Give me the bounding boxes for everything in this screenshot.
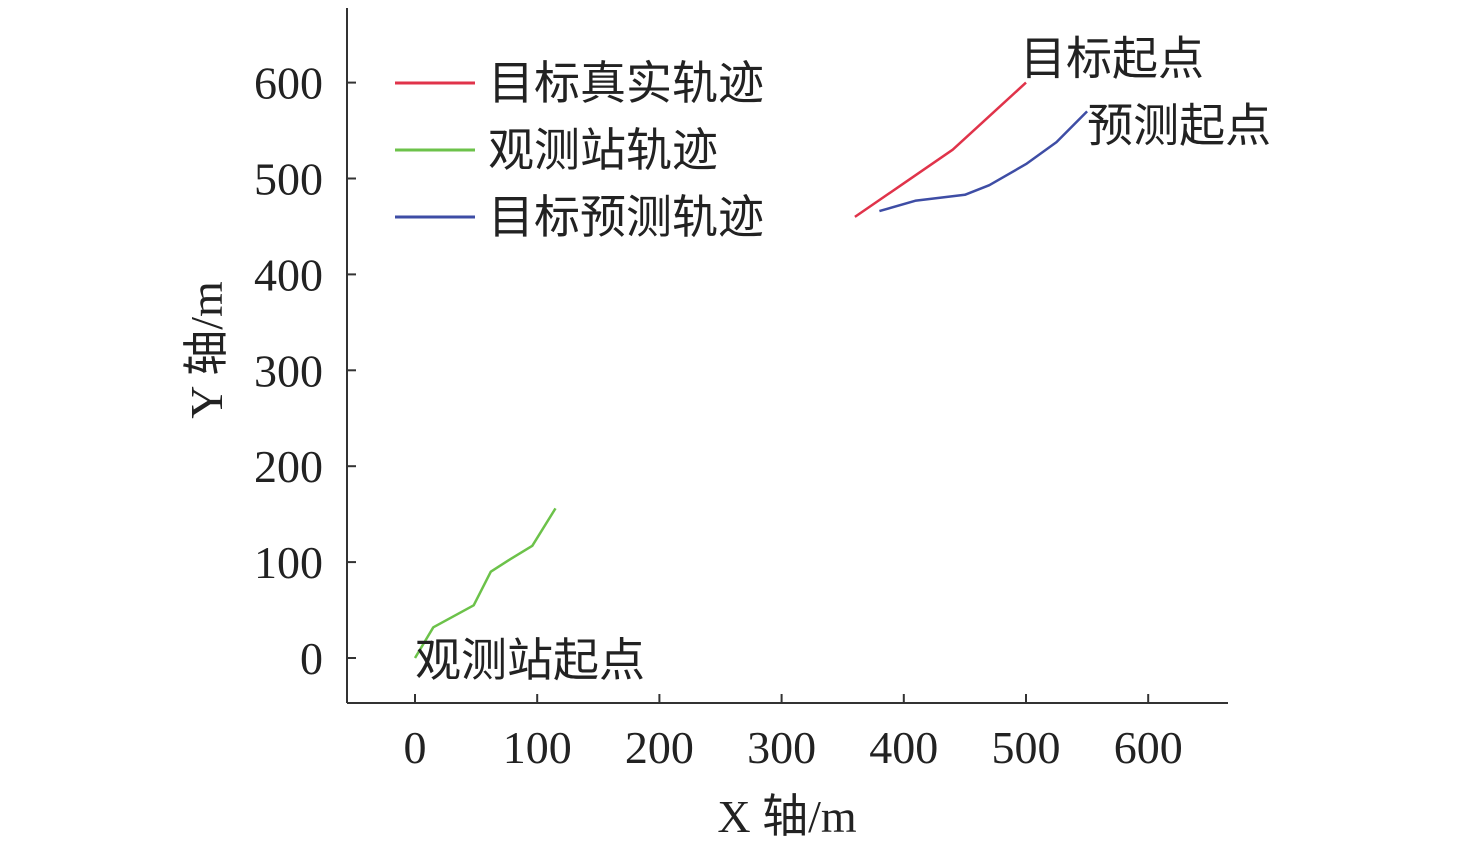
y-tick-label: 200	[254, 441, 323, 492]
y-tick-label: 0	[300, 633, 323, 684]
series-line-1	[413, 507, 557, 659]
axes: 0 100 200 300 400 500 600 0 100 200 300 400 500 600	[254, 8, 1228, 773]
y-tick-label: 500	[254, 154, 323, 205]
x-tick-label: 0	[404, 722, 427, 773]
y-tick-label: 400	[254, 249, 323, 300]
x-tick-label: 300	[747, 722, 816, 773]
annotation-1: 预测起点	[1087, 98, 1271, 152]
y-axis-title: Y 轴/m	[181, 281, 232, 419]
legend-label-1: 观测站轨迹	[488, 123, 718, 177]
x-tick-label: 400	[869, 722, 938, 773]
x-tick-label: 600	[1114, 722, 1183, 773]
series-line-2	[879, 110, 1088, 213]
annotation-0: 目标起点	[1020, 32, 1204, 86]
y-tick-label: 300	[254, 345, 323, 396]
series-line-0	[854, 81, 1027, 218]
legend-label-0: 目标真实轨迹	[488, 56, 764, 110]
x-tick-label: 100	[503, 722, 572, 773]
x-axis-title: X 轴/m	[717, 791, 857, 842]
x-tick-label: 200	[625, 722, 694, 773]
y-tick-label: 100	[254, 537, 323, 588]
legend-label-2: 目标预测轨迹	[488, 190, 764, 244]
series-layer	[413, 81, 1088, 659]
x-tick-label: 500	[992, 722, 1061, 773]
annotation-2: 观测站起点	[415, 633, 645, 687]
y-tick-label: 600	[254, 58, 323, 109]
